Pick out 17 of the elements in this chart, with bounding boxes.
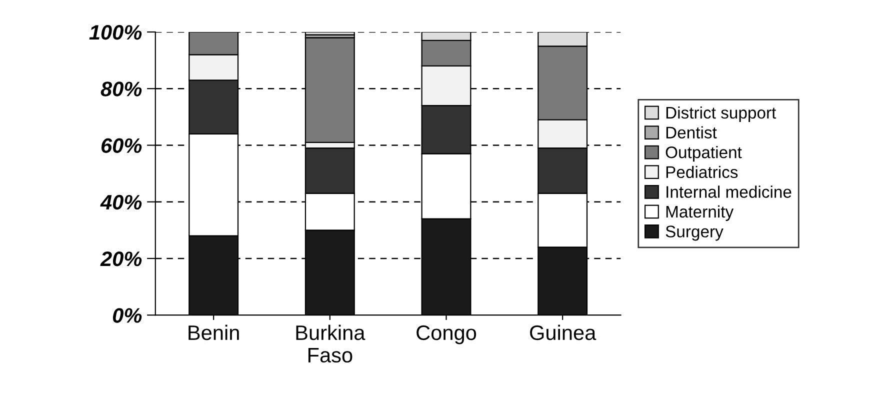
x-tick-label: Congo [416, 325, 476, 344]
y-tick-label: 100% [89, 24, 142, 40]
x-tick-label: Benin [188, 324, 239, 340]
x-tick-label: Guinea [530, 324, 596, 340]
y-tick-label: 0% [112, 308, 142, 323]
x-tick-label: Burkina Faso [296, 324, 366, 363]
legend-label: District support [666, 106, 776, 122]
y-tick-label: 20% [100, 251, 142, 266]
legend-label: Pediatrics [666, 166, 738, 178]
legend-label: Internal medicine [666, 186, 792, 198]
legend-label: Dentist [666, 126, 717, 138]
legend-label: Maternity [666, 205, 734, 221]
y-tick-label: 80% [100, 82, 142, 96]
y-tick-label: 60% [101, 138, 142, 153]
y-tick-label: 40% [100, 194, 142, 210]
legend-label: Surgery [666, 226, 724, 241]
legend-label: Outpatient [666, 146, 742, 162]
